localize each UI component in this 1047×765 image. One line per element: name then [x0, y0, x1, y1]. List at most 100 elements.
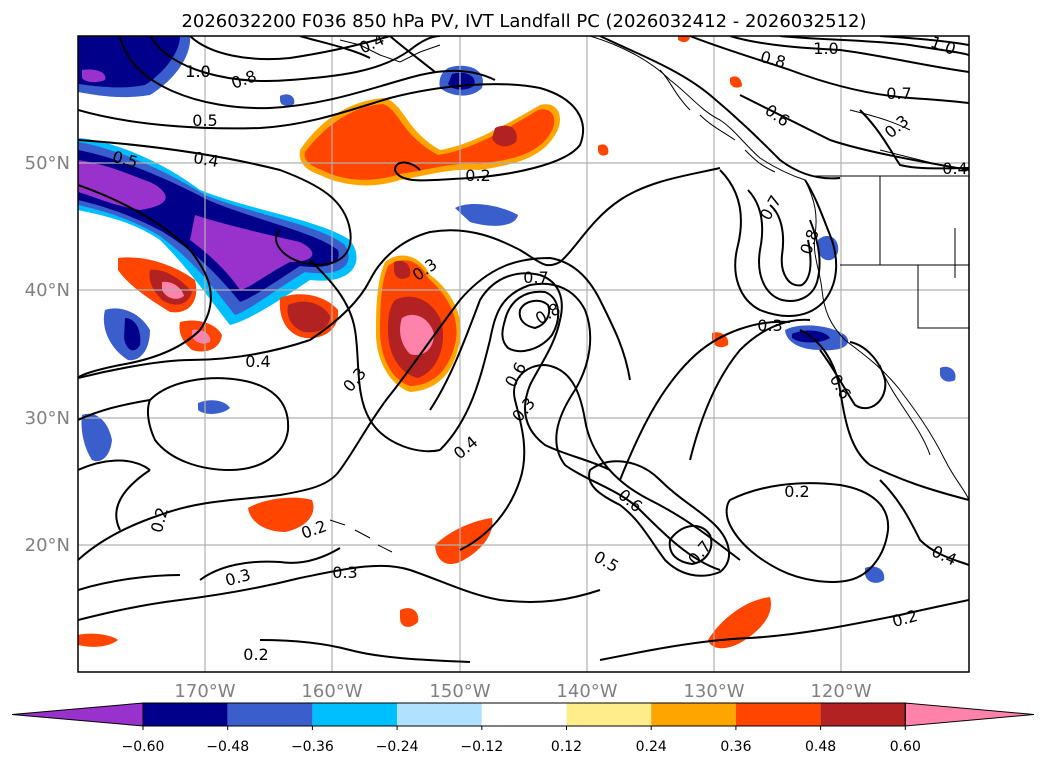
pv-positive-region-south-2 — [435, 518, 493, 565]
colorbar-tick-label: −0.60 — [122, 739, 165, 755]
colorbar-extend-high — [904, 702, 1035, 727]
contour-line-27 — [689, 36, 969, 104]
contour-line-17 — [199, 547, 341, 581]
pv-negative-region-southwest — [81, 413, 112, 462]
coastline-hawaii — [329, 519, 393, 553]
lon-tick-label: 120°W — [810, 681, 871, 702]
colorbar-segment — [481, 703, 567, 726]
contour-line-33 — [799, 329, 969, 501]
pv-positive-region-north-max — [492, 125, 517, 147]
pv-negative-region-west-core — [124, 318, 141, 351]
pv-positive-region-south-3 — [708, 597, 771, 649]
contour-line-21 — [619, 320, 791, 481]
colorbar-segment — [143, 703, 228, 726]
contour-line-13 — [459, 363, 741, 561]
contour-line-19 — [599, 599, 969, 661]
contour-line-3 — [119, 36, 496, 110]
contour-line-42 — [78, 399, 151, 421]
colorbar-segment — [566, 703, 652, 726]
pv-positive-region-small-5 — [730, 76, 742, 88]
lon-tick-label: 140°W — [556, 681, 617, 702]
contour-label: 0.7 — [886, 84, 911, 103]
contour-label: 0.4 — [192, 148, 220, 171]
contour-line-43 — [259, 639, 471, 663]
coastline-alaska — [589, 36, 806, 181]
contour-label: 0.2 — [465, 166, 490, 185]
contour-labels: 1.00.80.50.40.50.40.20.30.70.80.60.30.40… — [110, 36, 967, 664]
contour-label: 0.2 — [243, 645, 268, 664]
pv-positive-region-south-1 — [248, 497, 314, 532]
contour-line-32 — [859, 109, 969, 170]
lat-tick-labels: 50°N 40°N 30°N 20°N — [25, 153, 70, 556]
contour-line-23 — [719, 169, 838, 317]
colorbar-segment — [312, 703, 398, 726]
contour-label: 1.0 — [185, 62, 210, 81]
colorbar-segment — [735, 703, 821, 726]
contour-label: 0.3 — [332, 563, 357, 582]
contour-line-4 — [78, 83, 585, 182]
map-panel: 1.00.80.50.40.50.40.20.30.70.80.60.30.40… — [77, 35, 970, 673]
contour-line-31 — [739, 94, 969, 171]
pv-positive-region-small-1 — [400, 608, 419, 627]
lat-tick-label: 50°N — [25, 153, 70, 174]
contour-line-22 — [689, 318, 811, 461]
contour-line-5 — [78, 139, 352, 266]
contour-label: 0.3 — [757, 316, 782, 335]
pv-positive-region-west-2-core — [287, 301, 330, 333]
colorbar-tick-label: −0.12 — [460, 739, 503, 755]
contour-line-10 — [501, 290, 560, 353]
contour-line-18 — [78, 574, 181, 591]
contour-line-15 — [668, 525, 713, 566]
contour-line-9 — [429, 272, 611, 471]
colorbar-segment — [820, 703, 906, 726]
colorbar-segment — [651, 703, 736, 726]
contour-line-8 — [78, 256, 631, 561]
contour-line-12 — [439, 282, 721, 571]
colorbar-tick-label: −0.36 — [291, 739, 334, 755]
pv-positive-region-small-6 — [678, 36, 690, 43]
colorbar-frame — [142, 702, 906, 727]
contour-line-37 — [146, 377, 290, 472]
pv-negative-region-small-2 — [280, 94, 295, 107]
contour-line-7 — [78, 167, 721, 379]
lon-tick-label: 160°W — [301, 681, 362, 702]
contour-line-1 — [189, 36, 391, 61]
contour-label: 0.7 — [523, 268, 548, 287]
chart-title: 2026032200 F036 850 hPa PV, IVT Landfall… — [181, 11, 866, 32]
contour-line-20 — [725, 482, 890, 583]
pv-negative-region-northwest-max — [78, 160, 313, 290]
pv-positive-region-central-max — [400, 314, 434, 356]
lon-tick-label: 150°W — [429, 681, 490, 702]
lat-tick-label: 40°N — [25, 280, 70, 301]
contour-label: 0.4 — [942, 159, 967, 178]
colorbar-tick-label: 0.36 — [720, 739, 751, 755]
colorbar-tick-label: 0.60 — [890, 739, 921, 755]
contour-line-29 — [779, 36, 969, 56]
pv-positive-region-small-2 — [78, 633, 118, 647]
gridlines — [78, 36, 969, 672]
pv-positive-region-small-4 — [598, 144, 609, 156]
pv-negative-region-small-1 — [198, 400, 230, 414]
colorbar-segment — [227, 703, 313, 726]
pv-negative-region-baja — [865, 566, 885, 583]
contour-line-26 — [599, 36, 841, 180]
contour-label: 1.0 — [813, 39, 838, 58]
contour-line-36 — [309, 259, 441, 453]
contour-line-11 — [518, 299, 551, 330]
contour-line-35 — [879, 479, 969, 566]
lat-tick-label: 20°N — [25, 535, 70, 556]
colorbar — [11, 702, 1035, 727]
lon-tick-labels: 170°W 160°W 150°W 140°W 130°W 120°W — [174, 681, 871, 702]
colorbar-segment — [397, 703, 482, 726]
contour-label: 1.0 — [185, 62, 210, 81]
pv-negative-region-mexico — [940, 366, 956, 382]
contour-line-28 — [729, 36, 969, 73]
lon-tick-label: 170°W — [174, 681, 235, 702]
colorbar-tick-label: 0.48 — [805, 739, 836, 755]
contour-line-25 — [769, 204, 812, 287]
contour-line-34 — [819, 341, 887, 410]
lat-tick-label: 30°N — [25, 408, 70, 429]
coastline-bc-islands — [659, 69, 776, 173]
colorbar-tick-labels: −0.60 −0.48 −0.36 −0.24 −0.12 0.12 0.24 0.36 0.4… — [122, 726, 921, 755]
